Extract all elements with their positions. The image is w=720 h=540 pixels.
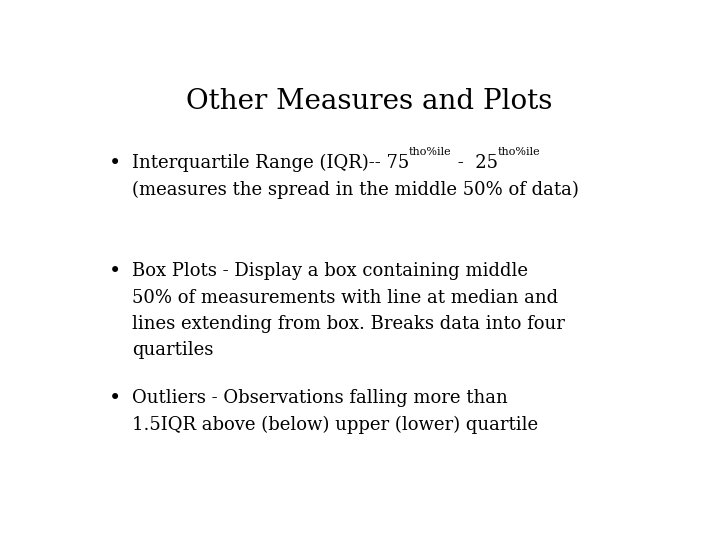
Text: Box Plots - Display a box containing middle: Box Plots - Display a box containing mid… <box>132 262 528 280</box>
Text: 50% of measurements with line at median and: 50% of measurements with line at median … <box>132 288 558 307</box>
Text: quartiles: quartiles <box>132 341 213 359</box>
Text: tho%ile: tho%ile <box>498 147 540 157</box>
Text: tho%ile: tho%ile <box>409 147 451 157</box>
Text: •: • <box>109 154 121 173</box>
Text: •: • <box>109 389 121 408</box>
Text: -  25: - 25 <box>451 154 498 172</box>
Text: Other Measures and Plots: Other Measures and Plots <box>186 87 552 114</box>
Text: 1.5IQR above (below) upper (lower) quartile: 1.5IQR above (below) upper (lower) quart… <box>132 415 538 434</box>
Text: Interquartile Range (IQR)-- 75: Interquartile Range (IQR)-- 75 <box>132 154 409 172</box>
Text: (measures the spread in the middle 50% of data): (measures the spread in the middle 50% o… <box>132 180 579 199</box>
Text: Outliers - Observations falling more than: Outliers - Observations falling more tha… <box>132 389 508 407</box>
Text: lines extending from box. Breaks data into four: lines extending from box. Breaks data in… <box>132 315 564 333</box>
Text: •: • <box>109 262 121 281</box>
